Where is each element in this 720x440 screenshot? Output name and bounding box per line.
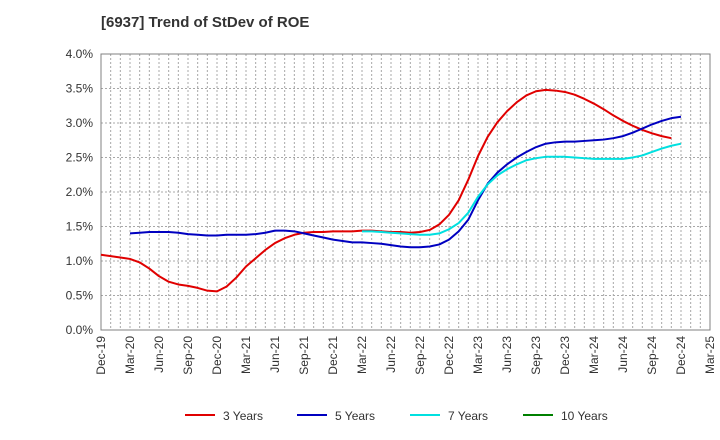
legend-label: 3 Years bbox=[223, 409, 263, 423]
y-tick-label: 3.0% bbox=[66, 116, 94, 130]
y-tick-label: 0.0% bbox=[66, 323, 94, 337]
series-line-5-years bbox=[129, 115, 682, 249]
x-tick-label: Mar-21 bbox=[239, 336, 253, 374]
y-tick-label: 1.0% bbox=[66, 254, 94, 268]
series-line-7-years bbox=[362, 142, 682, 236]
legend: 3 Years 5 Years 7 Years 10 Years bbox=[185, 409, 608, 423]
y-tick-label: 2.5% bbox=[66, 151, 94, 165]
x-tick-label: Sep-20 bbox=[181, 336, 195, 375]
y-tick-label: 3.5% bbox=[66, 82, 94, 96]
x-tick-label: Jun-23 bbox=[500, 336, 514, 373]
x-tick-label: Mar-24 bbox=[587, 336, 601, 374]
x-tick-label: Jun-22 bbox=[384, 336, 398, 373]
series-lines bbox=[100, 88, 682, 293]
x-tick-label: Dec-19 bbox=[94, 336, 108, 375]
x-tick-label: Sep-21 bbox=[297, 336, 311, 375]
x-tick-label: Sep-24 bbox=[645, 336, 659, 375]
x-tick-label: Jun-21 bbox=[268, 336, 282, 373]
x-tick-label: Dec-20 bbox=[210, 336, 224, 375]
x-tick-label: Mar-25 bbox=[703, 336, 717, 374]
x-tick-label: Dec-22 bbox=[442, 336, 456, 375]
x-tick-label: Jun-24 bbox=[616, 336, 630, 373]
x-tick-label: Dec-23 bbox=[558, 336, 572, 375]
x-tick-label: Mar-23 bbox=[471, 336, 485, 374]
x-tick-label: Dec-24 bbox=[674, 336, 688, 375]
x-tick-label: Dec-21 bbox=[326, 336, 340, 375]
x-tick-label: Jun-20 bbox=[152, 336, 166, 373]
plot-border bbox=[100, 53, 711, 331]
legend-label: 5 Years bbox=[335, 409, 375, 423]
axes: 0.0% 0.5% 1.0% 1.5% 2.0% 2.5% 3.0% 3.5% 4.0% Dec-… bbox=[66, 47, 717, 375]
chart-title: [6937] Trend of StDev of ROE bbox=[101, 14, 310, 31]
y-tick-label: 1.5% bbox=[66, 220, 94, 234]
y-tick-label: 4.0% bbox=[66, 47, 94, 61]
legend-label: 7 Years bbox=[448, 409, 488, 423]
x-tick-label: Mar-22 bbox=[355, 336, 369, 374]
y-tick-label: 0.5% bbox=[66, 289, 94, 303]
x-tick-label: Sep-22 bbox=[413, 336, 427, 375]
legend-label: 10 Years bbox=[561, 409, 608, 423]
x-tick-label: Mar-20 bbox=[123, 336, 137, 374]
y-tick-label: 2.0% bbox=[66, 185, 94, 199]
x-tick-label: Sep-23 bbox=[529, 336, 543, 375]
